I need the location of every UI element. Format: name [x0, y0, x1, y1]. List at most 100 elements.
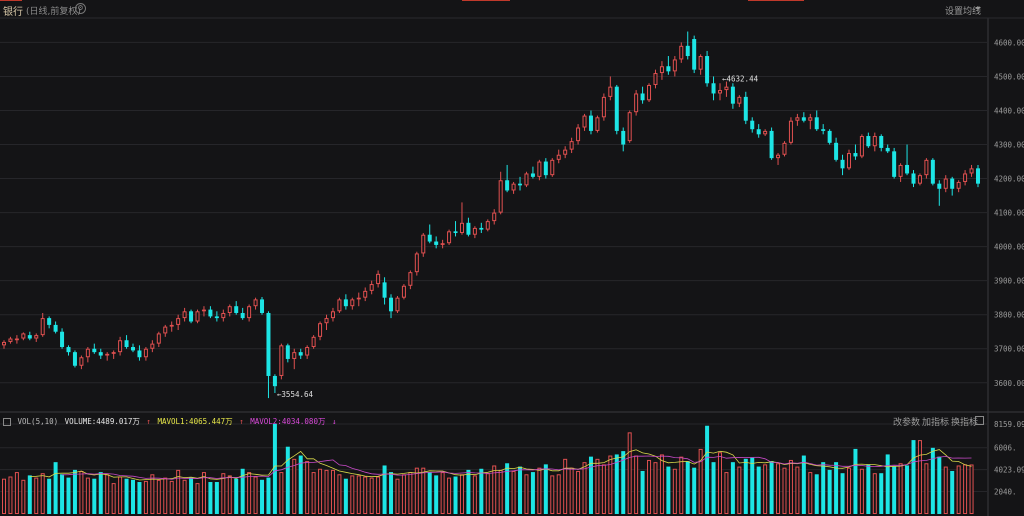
- candle-body: [472, 227, 477, 235]
- volume-bar: [492, 465, 497, 515]
- candle-body: [253, 299, 258, 307]
- volume-bar: [169, 480, 174, 515]
- candle-body: [111, 352, 116, 354]
- candle-body: [834, 142, 839, 160]
- volume-bar: [27, 475, 32, 514]
- volume-bar: [659, 454, 664, 515]
- candle-body: [879, 136, 884, 148]
- candle-body: [608, 86, 613, 97]
- candle-body: [163, 326, 168, 334]
- candle-body: [156, 333, 161, 344]
- volume-bar: [356, 475, 361, 515]
- volume-bar: [550, 475, 555, 515]
- candle-body: [395, 297, 400, 312]
- candle-body: [453, 231, 458, 234]
- volume-bar: [47, 478, 52, 514]
- candle-body: [208, 309, 213, 317]
- volume-bar: [221, 473, 226, 514]
- volume-bar: [343, 478, 348, 514]
- candle-body: [666, 66, 671, 72]
- volume-bar: [685, 461, 690, 514]
- candle-body: [137, 350, 142, 358]
- volume-bar: [782, 467, 787, 514]
- panel-icon[interactable]: [3, 418, 11, 426]
- candle-body: [543, 161, 548, 176]
- candle-body: [66, 347, 71, 353]
- volume-bar: [324, 469, 329, 515]
- volume-bar: [724, 472, 729, 514]
- candle-body: [924, 159, 929, 176]
- volume-bar: [711, 462, 716, 514]
- volume-bar: [924, 463, 929, 514]
- volume-bar: [576, 470, 581, 515]
- candle-body: [369, 284, 374, 291]
- volume-bar: [750, 457, 755, 514]
- candle-body: [724, 86, 729, 91]
- price-tick-label: 4100.00: [994, 209, 1024, 218]
- candle-body: [292, 352, 297, 359]
- candle-body: [814, 117, 819, 130]
- candle-body: [556, 154, 561, 160]
- arrow-up-icon: ↑: [239, 417, 244, 426]
- volume-bar: [795, 466, 800, 514]
- volume-bar: [698, 448, 703, 515]
- candle-body: [930, 159, 935, 184]
- add-indicator-button[interactable]: 加指标: [922, 418, 950, 428]
- gear-icon[interactable]: ⚙: [75, 3, 86, 14]
- volume-bar: [563, 458, 568, 515]
- volume-bar: [537, 467, 542, 514]
- volume-bar: [956, 465, 961, 515]
- candle-body: [892, 151, 897, 177]
- volume-bar: [350, 475, 355, 515]
- volume-bar: [208, 482, 213, 514]
- candle-body: [356, 297, 361, 300]
- candle-body: [440, 243, 445, 245]
- candle-body: [672, 59, 677, 72]
- candle-body: [956, 181, 961, 189]
- candle-body: [659, 66, 664, 74]
- volume-bar: [447, 477, 452, 514]
- volume-bar: [253, 476, 258, 514]
- candle-body: [92, 348, 97, 353]
- volume-bar: [840, 473, 845, 514]
- candle-body: [466, 222, 471, 235]
- ma-settings-button[interactable]: 设置均线: [944, 7, 981, 17]
- volume-bar: [885, 454, 890, 514]
- volume-bar: [705, 425, 710, 514]
- candle-body: [240, 313, 245, 319]
- volume-bar: [498, 469, 503, 515]
- volume-tick-label: 6006.: [994, 444, 1017, 453]
- candle-body: [363, 290, 368, 298]
- panel-settings-icon[interactable]: [975, 416, 984, 425]
- volume-bar: [272, 424, 277, 514]
- volume-bar: [530, 472, 535, 514]
- caret-down-icon[interactable]: [975, 7, 981, 10]
- candle-body: [963, 173, 968, 182]
- candle-body: [459, 222, 464, 234]
- volume-bar: [582, 462, 587, 514]
- candle-body: [898, 164, 903, 177]
- candle-body: [821, 129, 826, 131]
- candle-body: [859, 136, 864, 157]
- candle-body: [60, 331, 65, 348]
- change-params-button[interactable]: 改参数: [893, 418, 921, 428]
- candle-body: [614, 86, 619, 131]
- volume-bar: [298, 455, 303, 514]
- volume-bar: [440, 472, 445, 514]
- candle-body: [692, 39, 697, 70]
- volume-bar: [105, 474, 110, 515]
- volume-bar: [240, 468, 245, 514]
- volume-bar: [395, 478, 400, 514]
- candle-body: [524, 173, 529, 186]
- volume-bar: [234, 478, 239, 514]
- candle-body: [601, 96, 606, 118]
- vol-params: VOL(5,10): [17, 417, 59, 426]
- candle-body: [189, 311, 194, 322]
- volume-tick-label: 4023.09: [994, 466, 1024, 475]
- volume-bar: [479, 468, 484, 514]
- switch-indicator-button[interactable]: 换指标: [951, 418, 979, 428]
- accent-line: [462, 0, 510, 1]
- candle-body: [621, 130, 626, 145]
- candle-body: [8, 338, 13, 342]
